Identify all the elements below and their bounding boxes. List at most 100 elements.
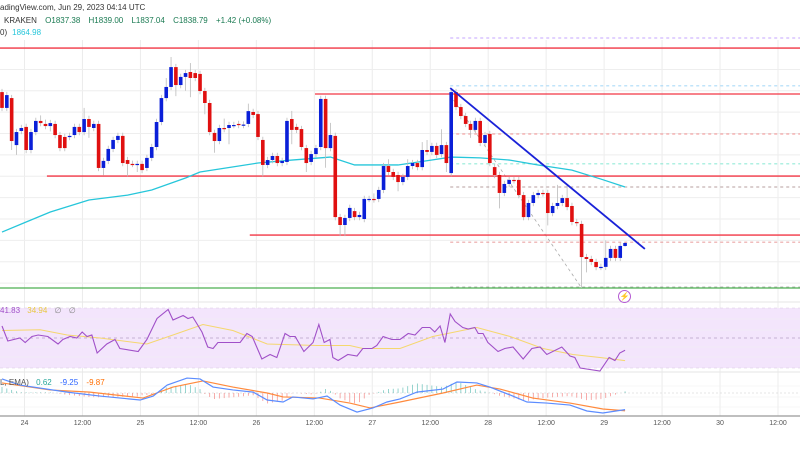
candle	[241, 124, 246, 126]
candle	[246, 111, 251, 124]
macd-signal-value: -9.87	[86, 378, 105, 387]
candle	[280, 160, 284, 164]
candle	[101, 160, 106, 168]
candle	[439, 145, 444, 155]
candle	[579, 223, 584, 258]
bearish-trend-line	[449, 87, 646, 250]
candle	[372, 198, 376, 201]
candle	[401, 176, 405, 183]
candle	[497, 175, 502, 193]
candle	[169, 67, 173, 87]
candle	[507, 179, 511, 184]
rsi-legend: 41.83 34.94 ∅ ∅	[0, 306, 76, 315]
candle	[145, 157, 149, 168]
candle	[594, 261, 598, 268]
chart-source-timestamp: adingView.com, Jun 29, 2023 04:14 UTC	[0, 3, 146, 12]
candle	[565, 198, 569, 208]
macd-value: -9.25	[59, 378, 79, 387]
exchange-label: KRAKEN	[4, 16, 37, 25]
rsi-value: 41.83	[0, 306, 21, 315]
candle	[261, 139, 265, 165]
candle	[72, 126, 77, 136]
change-value: +1.42 (+0.08%)	[216, 16, 272, 25]
candle	[174, 67, 178, 86]
candle	[222, 127, 226, 130]
candle	[560, 198, 565, 203]
candle	[613, 248, 618, 258]
candle	[584, 257, 589, 259]
candle	[541, 192, 545, 195]
candle	[275, 155, 280, 164]
candle	[5, 95, 9, 108]
candle	[304, 148, 309, 164]
candle	[468, 123, 473, 130]
candle	[62, 136, 67, 149]
candle	[362, 198, 367, 220]
candle	[555, 202, 560, 206]
candle	[512, 179, 516, 182]
candle	[29, 132, 33, 150]
candle	[48, 123, 53, 127]
candle	[478, 120, 482, 143]
candle	[285, 120, 289, 162]
candle	[154, 122, 159, 148]
candle	[623, 242, 627, 246]
candle	[159, 98, 164, 123]
candle	[357, 214, 362, 218]
candle	[463, 116, 468, 124]
candle	[391, 172, 396, 177]
candle	[536, 192, 540, 196]
candle	[82, 119, 86, 133]
candle	[299, 129, 304, 148]
candle	[290, 119, 294, 130]
lightning-bolt-icon[interactable]: ⚡	[618, 290, 631, 303]
candle	[265, 160, 270, 165]
candle	[352, 211, 357, 218]
ma-legend-prefix: 0)	[0, 28, 8, 37]
candle	[488, 133, 492, 164]
candle	[434, 145, 439, 155]
candle	[492, 167, 497, 175]
time-axis-tick-label: 30	[716, 420, 724, 427]
candle	[323, 98, 328, 149]
candle	[526, 202, 531, 218]
candle	[53, 123, 57, 136]
candle	[338, 217, 342, 225]
candle	[256, 114, 260, 137]
candle	[140, 163, 144, 171]
candle	[415, 163, 420, 168]
time-axis-tick-label: 24	[20, 420, 29, 427]
candle	[396, 175, 400, 183]
candle	[270, 155, 275, 161]
candle	[343, 217, 347, 225]
time-axis-tick-label: 28	[484, 420, 493, 427]
candle	[376, 189, 381, 199]
candle	[420, 150, 425, 168]
candle	[207, 102, 212, 133]
candle	[24, 126, 28, 150]
candle	[9, 98, 14, 142]
candle	[473, 120, 478, 130]
candle	[149, 147, 154, 158]
time-axis-tick-label: 12:00	[189, 420, 208, 427]
candle	[77, 126, 82, 133]
candle	[111, 139, 115, 149]
candle	[367, 198, 371, 201]
candle	[449, 92, 453, 174]
candle	[531, 195, 536, 203]
candle	[347, 207, 352, 218]
candle	[193, 73, 197, 78]
ma-value: 1864.98	[12, 28, 42, 37]
candle	[444, 145, 449, 164]
candle	[603, 257, 608, 267]
candle	[410, 163, 415, 167]
macd-line	[1, 377, 626, 414]
candle	[599, 266, 603, 269]
ma-legend: 0) 1864.98	[0, 28, 41, 37]
time-axis-tick-label: 25	[136, 420, 145, 427]
candle	[130, 163, 135, 166]
macd-legend-prefix: L, EMA)	[0, 378, 29, 387]
candle	[91, 123, 96, 128]
